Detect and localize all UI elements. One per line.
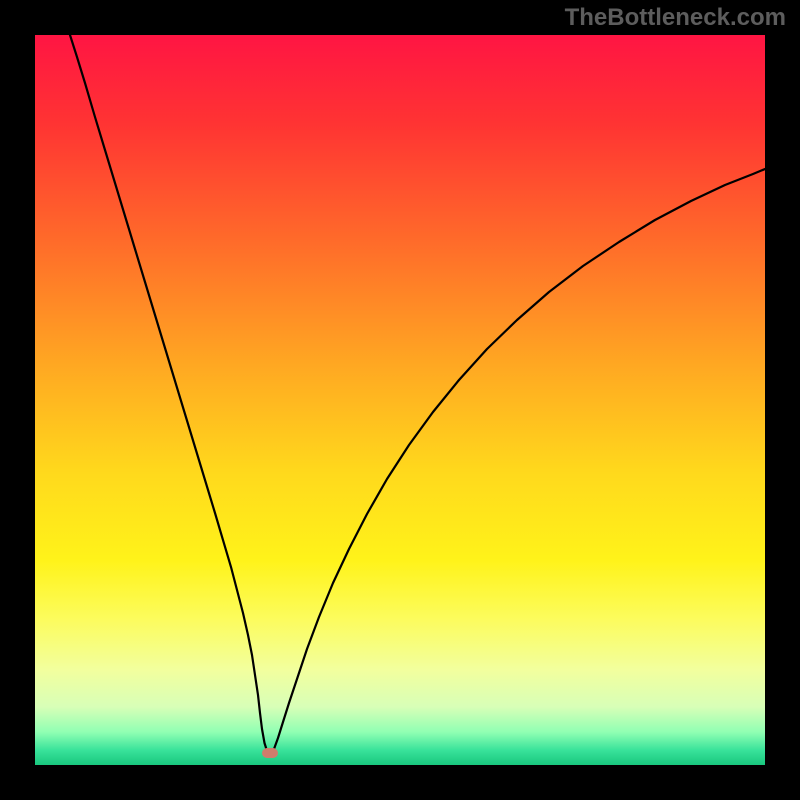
plot-area: [35, 35, 765, 765]
optimum-marker: [262, 748, 278, 758]
watermark-text: TheBottleneck.com: [565, 4, 786, 32]
curve-layer: [35, 35, 765, 765]
bottleneck-curve: [70, 35, 765, 753]
